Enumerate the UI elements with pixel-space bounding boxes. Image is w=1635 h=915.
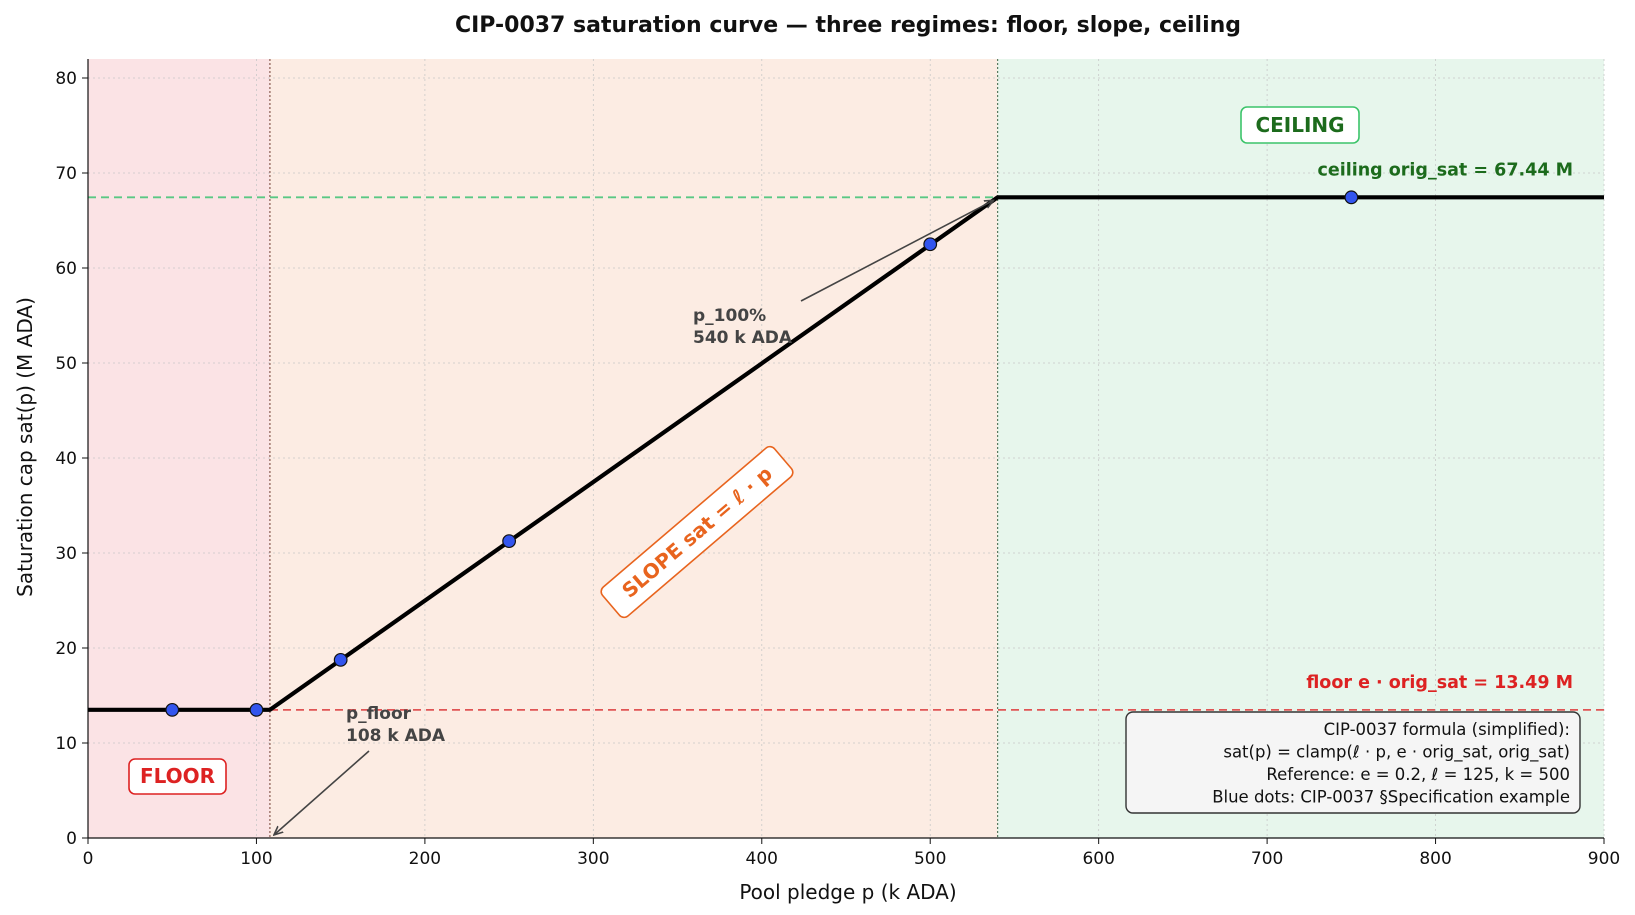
region-band-0 [88,59,270,838]
annotation-text-1: p_floor 108 k ADA [346,704,446,746]
annotation-arrow-0 [800,200,994,302]
y-tick-label: 60 [55,259,77,279]
x-tick-label: 600 [1082,849,1114,869]
floor-label: FLOOR [140,764,215,788]
annotation-line: p_100% [693,306,766,326]
y-tick-label: 40 [55,449,77,469]
example-point-0 [165,702,180,717]
y-tick-label: 70 [55,164,77,184]
data-points [165,190,1359,717]
x-axis-label: Pool pledge p (k ADA) [739,880,956,904]
example-point-1 [249,702,264,717]
reference-line-label-0: ceiling orig_sat = 67.44 M [1317,160,1573,180]
x-tick-label: 900 [1588,849,1620,869]
annotation-line: p_floor [346,704,412,724]
annotation-line: 108 k ADA [346,726,446,746]
ceiling-label-box [1240,106,1360,144]
x-tick-label: 400 [746,849,778,869]
formula-line-2: Reference: e = 0.2, ℓ = 125, k = 500 [1266,765,1570,784]
x-tick-label: 100 [240,849,272,869]
x-tick-label: 700 [1251,849,1283,869]
x-tick-label: 800 [1419,849,1451,869]
floor-label-box [128,758,227,795]
y-tick-label: 80 [55,69,77,89]
y-tick-label: 20 [55,639,77,659]
annotations: p_100% 540 k ADA p_floor 108 k ADA [274,200,994,835]
formula-line-3: Blue dots: CIP-0037 §Specification examp… [1212,788,1570,807]
example-point-5 [1344,190,1359,205]
example-point-4 [923,237,938,252]
y-tick-label: 0 [66,829,77,849]
annotation-line: 540 k ADA [693,328,793,348]
annotation-arrow-1 [274,750,370,835]
region-band-1 [269,59,998,838]
example-point-2 [333,652,348,667]
ceiling-label: CEILING [1255,113,1344,137]
slope-label-box [600,445,794,619]
reference-lines: ceiling orig_sat = 67.44 M floor e · orig… [88,59,1604,838]
formula-box: CIP-0037 formula (simplified): sat(p) = c… [1125,711,1581,814]
formula-box-frame [1125,711,1581,814]
formula-line-0: CIP-0037 formula (simplified): [1324,720,1570,739]
y-tick-label: 30 [55,544,77,564]
y-tick-label: 10 [55,734,77,754]
reference-line-label-1: floor e · orig_sat = 13.49 M [1306,673,1573,693]
region-band-2 [997,59,1604,838]
example-point-3 [502,534,517,549]
axes: 0 100 200 300 400 500 600 700 800 900 0 10 20 30 40 50 6… [55,59,1620,869]
annotation-text-0: p_100% 540 k ADA [693,306,793,348]
chart-title: CIP-0037 saturation curve — three regime… [455,13,1241,38]
regime-backgrounds [88,59,1604,838]
x-tick-label: 200 [409,849,441,869]
x-tick-label: 300 [577,849,609,869]
x-tick-label: 0 [83,849,94,869]
formula-line-1: sat(p) = clamp(ℓ · p, e · orig_sat, orig… [1223,743,1570,763]
x-tick-label: 500 [914,849,946,869]
y-axis-label: Saturation cap sat(p) (M ADA) [13,297,37,597]
y-tick-label: 50 [55,354,77,374]
